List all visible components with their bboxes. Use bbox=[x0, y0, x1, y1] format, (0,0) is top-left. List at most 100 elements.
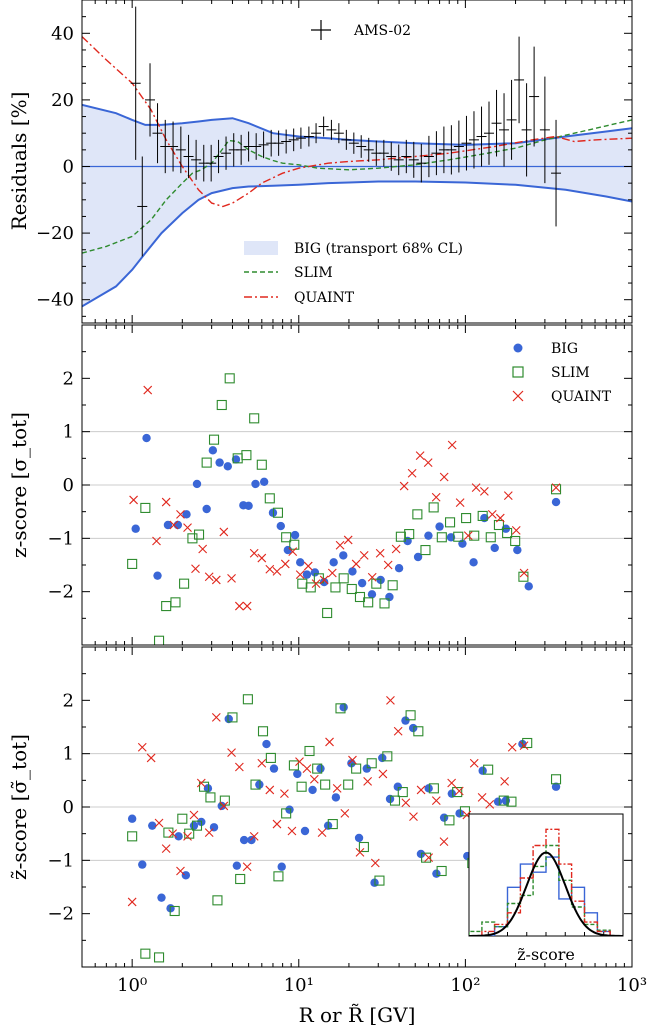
slim-point bbox=[469, 530, 480, 541]
quaint-point bbox=[211, 713, 221, 722]
residuals-ticks: −40 −20 0 20 40 bbox=[36, 0, 633, 323]
quaint-point bbox=[311, 579, 321, 589]
quaint-point bbox=[272, 567, 282, 576]
ams-point bbox=[251, 133, 262, 160]
inset-quaint-hist bbox=[469, 828, 623, 936]
ams-point bbox=[453, 120, 464, 173]
big-transport-band bbox=[82, 103, 632, 308]
quaint-point bbox=[211, 575, 221, 585]
quaint-point bbox=[495, 513, 505, 523]
slim-point bbox=[405, 710, 416, 721]
big-point bbox=[262, 739, 271, 749]
slim-point bbox=[363, 597, 374, 608]
quaint-series bbox=[129, 385, 561, 611]
big-point bbox=[302, 570, 312, 579]
quaint-point bbox=[168, 829, 178, 839]
big-point bbox=[173, 520, 183, 530]
big-point bbox=[259, 477, 269, 486]
quaint-point bbox=[423, 458, 433, 467]
y-tick-label: −2 bbox=[47, 904, 74, 925]
slim-point bbox=[288, 760, 299, 771]
quaint-point bbox=[359, 551, 369, 560]
quaint-point bbox=[477, 793, 487, 802]
y-tick-label: 2 bbox=[63, 690, 74, 711]
big-point bbox=[367, 590, 377, 599]
big-point bbox=[181, 871, 191, 880]
slim-point bbox=[379, 598, 390, 609]
quaint-point bbox=[280, 789, 289, 799]
ams-point bbox=[295, 127, 306, 149]
ams-point bbox=[130, 6, 141, 160]
quaint-point bbox=[288, 547, 298, 557]
big-point bbox=[157, 893, 166, 902]
slim-point bbox=[193, 529, 205, 540]
quaint-point bbox=[407, 468, 417, 478]
big-point bbox=[424, 784, 433, 793]
big-point bbox=[224, 714, 233, 724]
big-point bbox=[208, 446, 218, 455]
ams-point bbox=[258, 131, 269, 159]
big-point bbox=[408, 723, 418, 733]
big-point bbox=[524, 582, 533, 591]
legend-quaint-label: QUAINT bbox=[294, 290, 355, 306]
big-point bbox=[439, 813, 449, 822]
quaint-point bbox=[471, 483, 481, 493]
big-point bbox=[424, 531, 433, 540]
ams-point bbox=[484, 101, 495, 165]
big-point bbox=[329, 558, 338, 567]
slim-point bbox=[205, 792, 216, 803]
quaint-point bbox=[319, 575, 329, 585]
ams-point bbox=[303, 126, 314, 147]
big-point bbox=[357, 578, 367, 588]
slim-point bbox=[444, 517, 456, 528]
quaint-point bbox=[257, 758, 267, 768]
big-point bbox=[354, 833, 364, 843]
ams-legend-label: AMS-02 bbox=[353, 23, 411, 39]
quaint-point bbox=[265, 564, 275, 574]
slim-point bbox=[161, 601, 172, 612]
quaint-point bbox=[219, 801, 229, 811]
slim-point bbox=[485, 532, 496, 543]
slim-point bbox=[272, 507, 284, 518]
quaint-line bbox=[82, 36, 632, 208]
slim-point bbox=[343, 779, 354, 790]
slim-point bbox=[444, 815, 455, 826]
quaint-point bbox=[227, 748, 236, 757]
big-point bbox=[378, 753, 387, 763]
slim-point bbox=[477, 510, 488, 521]
slim-point bbox=[257, 726, 269, 737]
ams-point bbox=[378, 139, 389, 167]
ams-point bbox=[326, 119, 337, 140]
slim-point bbox=[305, 582, 316, 593]
quaint-point bbox=[447, 778, 457, 788]
inset-histogram-steps bbox=[469, 828, 623, 936]
slim-point bbox=[140, 948, 151, 959]
quaint-point bbox=[424, 853, 434, 863]
legend-slim-label-z: SLIM bbox=[551, 365, 590, 381]
ams-point bbox=[401, 139, 412, 174]
big-point bbox=[255, 780, 264, 789]
slim-point bbox=[304, 745, 315, 757]
slim-point bbox=[127, 831, 138, 842]
big-point bbox=[142, 433, 151, 443]
y-tick-label: 2 bbox=[63, 368, 74, 389]
big-point bbox=[192, 479, 202, 489]
big-point bbox=[223, 462, 232, 471]
legend-band-swatch bbox=[244, 241, 278, 255]
ams-point bbox=[311, 123, 322, 144]
quaint-point bbox=[129, 495, 138, 505]
quaint-point bbox=[355, 847, 365, 857]
x-tick-label: 10⁰ bbox=[117, 975, 147, 996]
quaint-point bbox=[487, 509, 497, 519]
quaint-point bbox=[204, 828, 214, 837]
quaint-point bbox=[234, 762, 244, 772]
big-point bbox=[215, 458, 224, 467]
slim-line bbox=[82, 119, 632, 254]
slim-point bbox=[241, 450, 252, 461]
quaint-point bbox=[367, 572, 377, 582]
big-point bbox=[203, 784, 213, 793]
ams-point bbox=[423, 135, 434, 178]
slim-point bbox=[187, 533, 198, 544]
ams-point bbox=[221, 136, 232, 170]
slim-point bbox=[224, 373, 235, 384]
